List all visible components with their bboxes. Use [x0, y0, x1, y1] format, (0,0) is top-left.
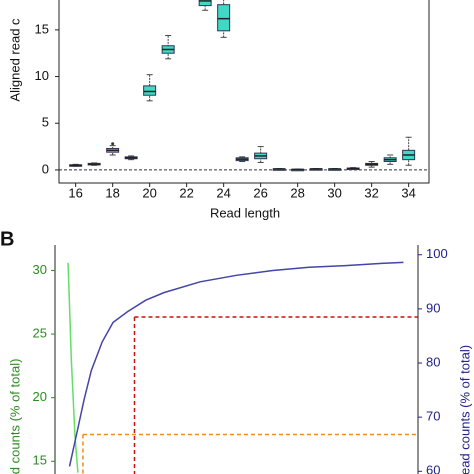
x-tick-label: 30: [327, 185, 341, 200]
x-axis-label: Read length: [210, 205, 280, 220]
plot-area: [59, 0, 429, 172]
plot-area: [67, 261, 418, 474]
y2-axis-label: ead counts (% of total): [457, 345, 472, 474]
x-tick-label: 20: [142, 185, 156, 200]
y-tick-label: 25: [33, 325, 47, 340]
x-tick-label: 22: [179, 185, 193, 200]
y-axis-label: ad counts (% of total): [7, 359, 22, 474]
x-tick-label: 16: [68, 185, 82, 200]
x-tick-label: 32: [364, 185, 378, 200]
box: [217, 4, 231, 32]
x-tick-label: 28: [290, 185, 304, 200]
x-tick-label: 24: [216, 185, 230, 200]
y-tick-label: 5: [42, 115, 49, 130]
y-tick-label: 10: [35, 68, 49, 83]
y-tick-label: 30: [33, 262, 47, 277]
y2-tick-label: 90: [426, 300, 440, 315]
x-tick-label: 26: [253, 185, 267, 200]
plot-frame: [58, 0, 430, 184]
y2-tick-label: 60: [426, 463, 440, 474]
y2-tick-label: 80: [426, 354, 440, 369]
x-tick-label: 18: [105, 185, 119, 200]
y-tick-label: 20: [33, 389, 47, 404]
panel-label: B: [0, 228, 14, 250]
box: [143, 85, 157, 96]
y2-tick-label: 100: [426, 246, 448, 261]
series-line: [67, 262, 79, 473]
y2-tick-label: 70: [426, 409, 440, 424]
y-tick-label: 15: [35, 21, 49, 36]
y-axis-label: Aligned read c: [7, 18, 22, 102]
x-tick-label: 34: [401, 185, 415, 200]
series-line: [68, 261, 404, 467]
y-tick-label: 0: [42, 161, 49, 176]
y-tick-label: 15: [33, 453, 47, 468]
outlier: [111, 142, 115, 146]
